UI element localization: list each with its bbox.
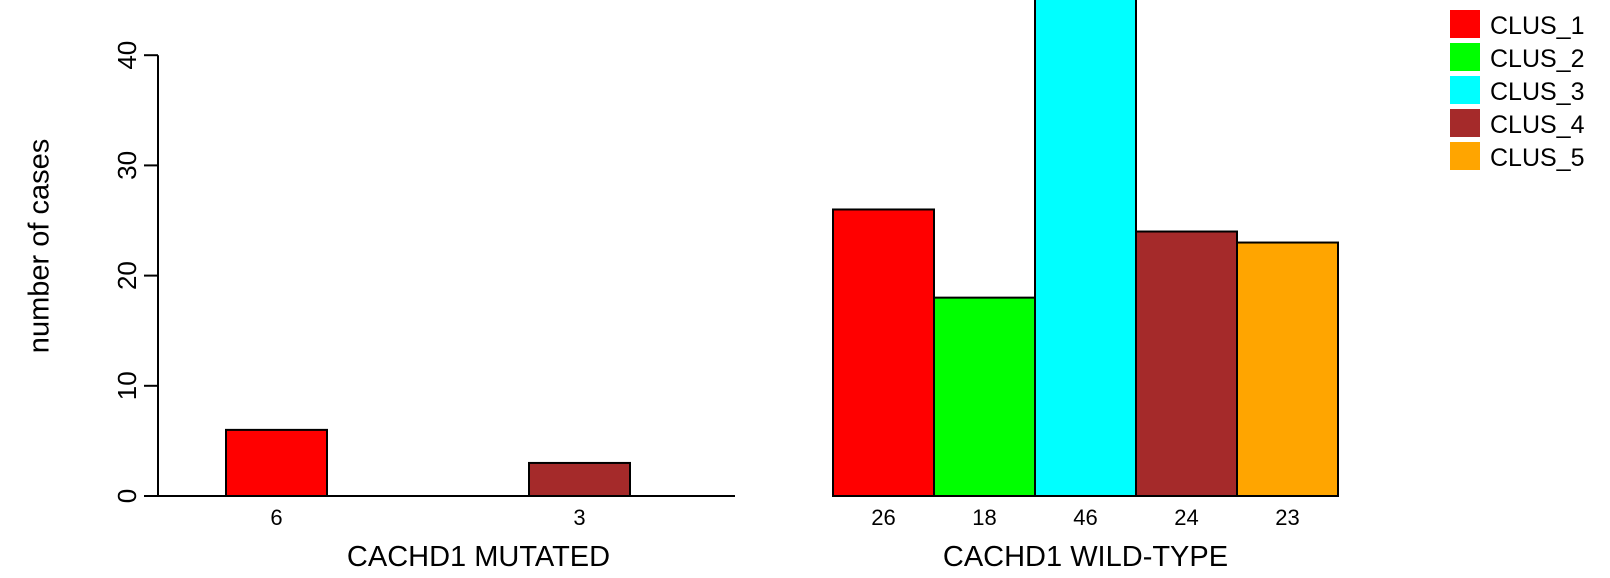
y-tick-label: 40	[112, 41, 142, 70]
legend-label: CLUS_5	[1490, 144, 1585, 172]
y-tick-label: 30	[112, 151, 142, 180]
group-label: CACHD1 MUTATED	[347, 541, 610, 573]
y-tick-label: 20	[112, 261, 142, 290]
bar-count-label: 24	[1174, 505, 1198, 530]
bar-count-label: 6	[270, 505, 282, 530]
legend-swatch	[1450, 43, 1480, 71]
legend-label: CLUS_2	[1490, 45, 1585, 73]
group-label: CACHD1 WILD-TYPE	[943, 541, 1228, 573]
bar-clus-1	[225, 428, 328, 498]
legend-swatch	[1450, 109, 1480, 137]
legend: CLUS_1 CLUS_2 CLUS_3 CLUS_4 CLUS_5	[1450, 10, 1585, 172]
legend-label: CLUS_4	[1490, 111, 1585, 139]
bar-clus-5	[1236, 241, 1339, 497]
bar-clus-1	[832, 208, 935, 497]
bar-count-label: 23	[1275, 505, 1299, 530]
bar-count-label: 26	[871, 505, 895, 530]
group-axes: 6 3 CACHD1 MUTATED 26 18 46 24 23 CACHD1 WILD-TY…	[158, 495, 1338, 573]
legend-label: CLUS_1	[1490, 12, 1585, 40]
legend-swatch	[1450, 76, 1480, 104]
y-axis: 0 10 20 30 40 number of cases	[24, 41, 159, 503]
y-tick-label: 0	[112, 489, 142, 503]
bar-count-label: 46	[1073, 505, 1097, 530]
bar-clus-4	[1135, 230, 1238, 498]
bar-count-label: 3	[573, 505, 585, 530]
bar-clus-4	[528, 461, 631, 498]
bar-count-label: 18	[972, 505, 996, 530]
bar-clus-3	[1034, 0, 1137, 498]
legend-swatch	[1450, 142, 1480, 170]
legend-label: CLUS_3	[1490, 78, 1585, 106]
legend-swatch	[1450, 10, 1480, 38]
y-tick-label: 10	[112, 371, 142, 400]
bars	[225, 0, 1339, 498]
bar-clus-2	[933, 296, 1036, 498]
y-axis-title: number of cases	[24, 139, 56, 353]
